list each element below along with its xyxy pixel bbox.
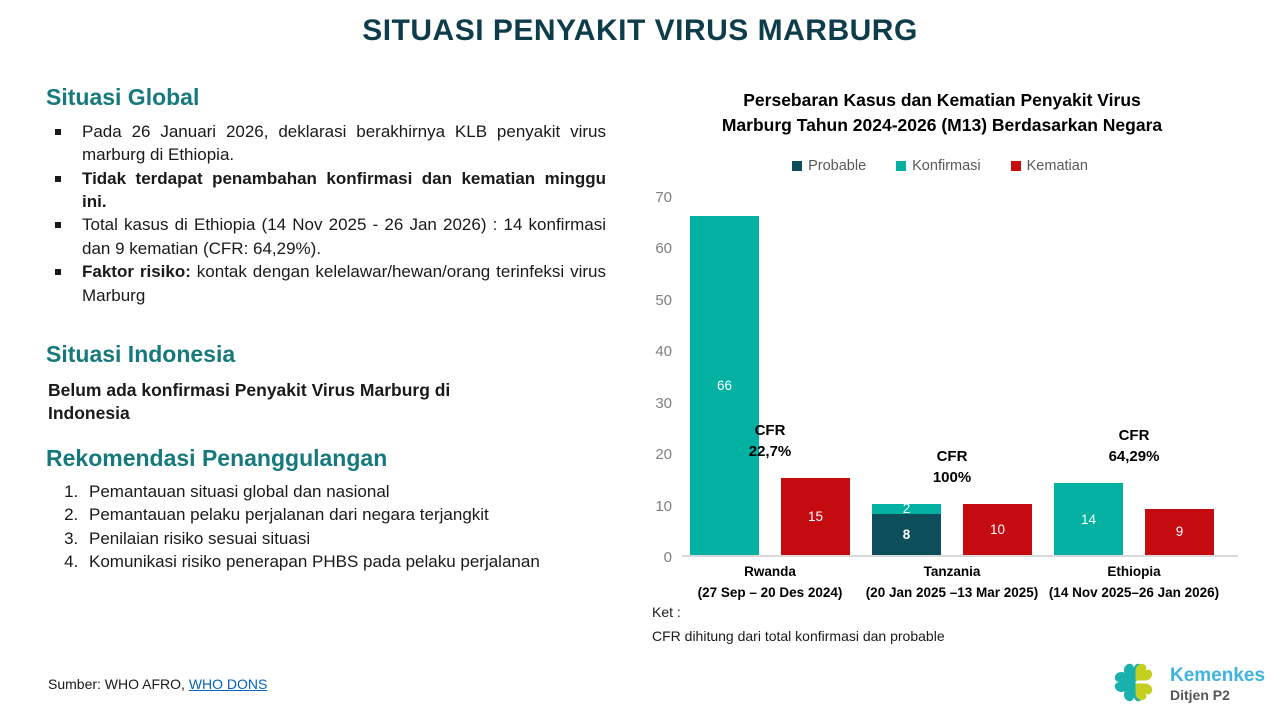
list-item: Pada 26 Januari 2026, deklarasi berakhir… — [46, 120, 606, 167]
legend-swatch-icon — [896, 161, 907, 171]
section-heading-rekomendasi: Rekomendasi Penanggulangan — [46, 445, 388, 471]
value-label: 9 — [1175, 524, 1184, 540]
list-item: Tidak terdapat penambahan konfirmasi dan… — [46, 167, 606, 214]
legend-swatch-icon — [1010, 161, 1021, 171]
y-axis-tick: 60 — [655, 240, 672, 258]
source-text: Sumber: WHO AFRO, — [48, 676, 189, 692]
list-item: Penilaian risiko sesuai situasi — [83, 527, 606, 550]
value-label: 66 — [716, 377, 733, 393]
value-label: 10 — [989, 521, 1006, 537]
cfr-annotation: CFR 64,29% — [1108, 427, 1160, 465]
konfirmasi-segment: 2 — [872, 501, 941, 517]
list-item: Pemantauan pelaku perjalanan dari negara… — [83, 503, 606, 526]
section-heading-indonesia: Situasi Indonesia — [46, 341, 236, 368]
deaths-bar: 15 — [781, 477, 850, 555]
konfirmasi-segment: 66 — [690, 215, 759, 555]
global-bullet-list: Pada 26 Januari 2026, deklarasi berakhir… — [46, 120, 606, 308]
deaths-bar: 10 — [963, 503, 1032, 555]
cfr-annotation: CFR 100% — [932, 447, 972, 486]
section-heading-global: Situasi Global — [46, 84, 200, 110]
y-axis-tick: 20 — [655, 446, 672, 464]
kemenkes-logo: Kemenkes Ditjen P2 — [1106, 654, 1265, 715]
value-label: 2 — [902, 501, 911, 517]
bar-group-rwanda: 66 15 CFR 22,7% Rwanda (27 Sep – 20 Des 2024) — [690, 197, 850, 600]
list-item: Faktor risiko: kontak dengan kelelawar/h… — [46, 260, 606, 307]
x-axis-label: Ethiopia (14 Nov 2025–26 Jan 2026) — [1048, 564, 1220, 600]
bar-chart: 0 10 20 30 40 50 60 70 66 15 CFR 22,7% Rwanda (27 Se… — [640, 189, 1245, 617]
legend-item-kematian: Kematian — [1010, 158, 1088, 174]
chart-title: Persebaran Kasus dan Kematian Penyakit V… — [721, 90, 1163, 135]
list-item: Total kasus di Ethiopia (14 Nov 2025 - 2… — [46, 213, 606, 260]
bar-group-ethiopia: 14 9 CFR 64,29% Ethiopia (14 Nov 2025–26 Jan … — [1049, 197, 1219, 600]
deaths-bar: 9 — [1145, 508, 1214, 555]
cfr-annotation: CFR 22,7% — [748, 421, 792, 460]
y-axis-tick: 50 — [655, 291, 672, 309]
x-axis-label: Rwanda (27 Sep – 20 Des 2024) — [697, 564, 843, 600]
indonesia-status-text: Belum ada konfirmasi Penyakit Virus Marb… — [48, 379, 451, 423]
bar-group-tanzania: 2 8 10 CFR 100% Tanzania (20 Jan 2025 –13 Mar … — [866, 197, 1039, 600]
value-label: 14 — [1080, 511, 1097, 527]
y-axis: 0 10 20 30 40 50 60 70 — [640, 189, 676, 566]
list-item: Komunikasi risiko penerapan PHBS pada pe… — [83, 550, 606, 573]
y-axis-tick: 40 — [655, 343, 672, 361]
value-label: 8 — [902, 526, 911, 542]
bullet-text: kontak dengan kelelawar/hewan/orang teri… — [82, 262, 606, 305]
list-item: Pemantauan situasi global dan nasional — [83, 480, 606, 503]
cases-bar: 66 — [690, 215, 759, 555]
plot-area: 66 15 CFR 22,7% Rwanda (27 Sep – 20 Des 2024)… — [682, 197, 1238, 600]
legend-item-probable: Probable — [792, 158, 866, 174]
logo-subtitle: Ditjen P2 — [1170, 686, 1230, 703]
konfirmasi-segment: 14 — [1054, 483, 1123, 555]
y-axis-tick: 0 — [663, 549, 672, 566]
chart-note: CFR dihitung dari total konfirmasi dan p… — [652, 628, 945, 644]
value-label: 15 — [807, 508, 824, 524]
logo-text-block: Kemenkes Ditjen P2 — [1170, 664, 1266, 704]
bullet-text: Pada 26 Januari 2026, deklarasi berakhir… — [82, 121, 606, 165]
legend-label: Konfirmasi — [912, 158, 981, 174]
recommendation-list: Pemantauan situasi global dan nasional P… — [46, 480, 606, 574]
chart-note-label: Ket : — [652, 604, 681, 620]
legend-label: Probable — [808, 158, 867, 174]
y-axis-tick: 70 — [655, 189, 672, 206]
source-link[interactable]: WHO DONS — [188, 676, 268, 692]
cases-bar: 14 — [1054, 483, 1123, 555]
y-axis-tick: 30 — [655, 394, 672, 412]
legend-label: Kematian — [1026, 158, 1088, 174]
chart-legend: Probable Konfirmasi Kematian — [640, 158, 1240, 174]
legend-swatch-icon — [792, 161, 803, 171]
page-title: SITUASI PENYAKIT VIRUS MARBURG — [362, 14, 918, 47]
source-footer: Sumber: WHO AFRO, WHO DONS — [48, 676, 267, 692]
logo-name: Kemenkes — [1170, 664, 1266, 686]
bullet-bold-text: Tidak terdapat penambahan konfirmasi dan… — [82, 168, 606, 211]
bullet-bold-text: Faktor risiko: — [82, 262, 191, 282]
probable-segment: 8 — [872, 513, 941, 555]
kemenkes-logo-icon — [1106, 654, 1162, 715]
x-axis-label: Tanzania (20 Jan 2025 –13 Mar 2025) — [865, 564, 1039, 600]
legend-item-konfirmasi: Konfirmasi — [896, 158, 981, 174]
y-axis-tick: 10 — [655, 497, 672, 515]
bullet-text: Total kasus di Ethiopia (14 Nov 2025 - 2… — [82, 215, 606, 258]
left-column: Situasi Global Pada 26 Januari 2026, dek… — [46, 84, 606, 573]
